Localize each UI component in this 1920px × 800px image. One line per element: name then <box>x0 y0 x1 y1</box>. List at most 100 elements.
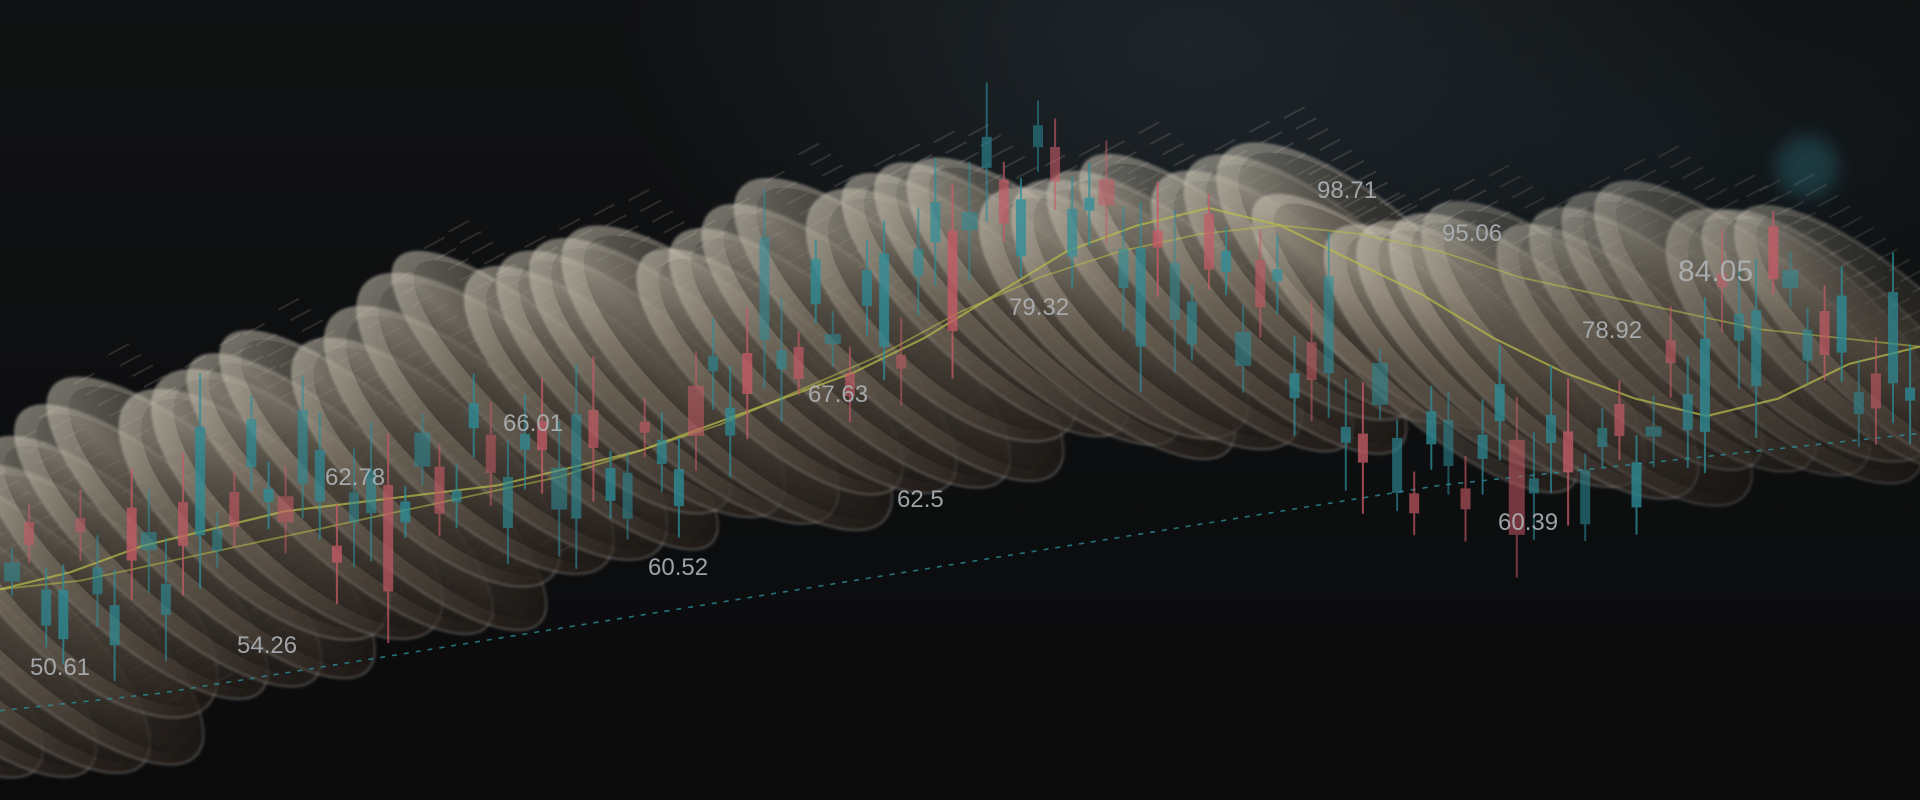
candlestick-mark <box>1426 385 1437 470</box>
candlestick-mark <box>468 373 479 458</box>
coin-ridge <box>1137 121 1160 135</box>
candlestick-body <box>742 353 753 395</box>
candlestick-body <box>1118 249 1129 289</box>
candlestick-mark <box>673 437 684 538</box>
candlestick-mark <box>998 161 1009 242</box>
candlestick-body <box>1614 404 1625 437</box>
coin-ridge <box>1283 106 1306 120</box>
candlestick-body <box>1235 331 1252 366</box>
candlestick-mark <box>639 397 650 458</box>
candlestick-mark <box>229 471 240 548</box>
candlestick-body <box>930 201 941 242</box>
candlestick-mark <box>212 512 223 569</box>
candlestick-body <box>434 466 445 514</box>
coin-ridge <box>1805 183 1827 197</box>
candlestick-mark <box>930 157 941 286</box>
coin-ridge <box>1015 166 1038 180</box>
coin-ridge <box>423 236 446 250</box>
price-label: 60.39 <box>1498 509 1558 536</box>
coin-ridge <box>945 141 967 154</box>
candlestick-mark <box>1443 390 1454 495</box>
candlestick-body <box>349 492 359 523</box>
candlestick-body <box>1186 301 1197 345</box>
candlestick-mark <box>160 537 171 662</box>
candlestick-body <box>178 501 188 546</box>
candlestick-mark <box>1289 335 1300 436</box>
coin-ridge <box>1681 166 1704 180</box>
price-label: 95.06 <box>1442 220 1502 247</box>
candlestick-mark <box>537 377 548 494</box>
candlestick-mark <box>4 547 20 597</box>
candlestick-body <box>688 385 704 436</box>
coin-ridge <box>1864 237 1887 251</box>
candlestick-mark <box>688 350 704 471</box>
coin-ridge <box>1366 181 1389 195</box>
candlestick-body <box>1221 250 1232 272</box>
coin-ridge <box>1876 248 1899 261</box>
coin-ridge <box>1669 155 1692 169</box>
coin-ridge <box>1705 187 1728 201</box>
coin-ridge <box>1342 159 1365 173</box>
candlestick-mark <box>178 451 188 596</box>
coin-ridge <box>967 123 990 137</box>
candlestick-body <box>639 421 650 433</box>
candlestick-body <box>1631 462 1642 508</box>
coin-ridge <box>593 203 616 217</box>
candlestick-mark <box>520 393 530 490</box>
coin-ridge <box>1635 168 1657 182</box>
candlestick-mark <box>1888 252 1898 424</box>
candlestick-mark <box>366 421 377 562</box>
candlestick-mark <box>1204 193 1214 290</box>
coin-ridge <box>1173 153 1196 167</box>
candlestick-body <box>1098 179 1115 206</box>
candlestick-mark <box>1152 181 1163 298</box>
candlestick-body <box>571 414 582 519</box>
candlestick-body <box>1682 394 1693 431</box>
coin-ridge <box>1260 131 1283 144</box>
candlestick-body <box>1508 439 1525 535</box>
coin-ridge <box>1319 173 1342 187</box>
coin-ridge <box>1623 158 1646 172</box>
candlestick-body <box>1306 342 1317 381</box>
candlestick-body <box>1782 270 1799 289</box>
candlestick-body <box>1409 493 1420 514</box>
coin-ridge <box>798 142 820 156</box>
candlestick-body <box>246 419 257 468</box>
coin-ridge <box>821 164 844 177</box>
candlestick-body <box>1853 392 1864 415</box>
candlestick-mark <box>1563 377 1574 526</box>
candlestick-mark <box>1905 344 1916 445</box>
candlestick-mark <box>140 489 157 594</box>
candlestick-body <box>776 350 787 370</box>
candlestick-mark <box>126 468 137 601</box>
candlestick-body <box>1597 428 1608 448</box>
coin-ridge <box>471 241 494 255</box>
candlestick-body <box>1734 313 1745 341</box>
coin-ridge <box>1248 120 1271 134</box>
candlestick-mark <box>708 317 719 410</box>
candlestick-mark <box>844 346 855 423</box>
coin-ridge <box>809 153 832 167</box>
candlestick-mark <box>1098 140 1115 245</box>
candlestick-mark <box>759 188 770 389</box>
candlestick-mark <box>1050 118 1061 211</box>
candlestick-mark <box>1272 235 1283 316</box>
candlestick-mark <box>879 220 890 381</box>
coin-ridge <box>991 145 1014 158</box>
candlestick-mark <box>1033 100 1043 173</box>
candlestick-body <box>844 373 855 397</box>
candlestick-body <box>1289 373 1300 399</box>
candlestick-mark <box>75 489 86 562</box>
bokeh-light-3 <box>1776 136 1838 198</box>
candlestick-body <box>879 253 890 347</box>
candlestick-body <box>1357 433 1368 463</box>
candlestick-body <box>759 237 770 340</box>
coin-ridge <box>1390 202 1413 216</box>
coin-ridge <box>874 153 896 167</box>
candlestick-body <box>1870 373 1881 409</box>
candlestick-body <box>824 334 841 345</box>
price-label: 60.52 <box>648 554 708 581</box>
candlestick-mark <box>981 82 992 223</box>
coin-ridge <box>1331 184 1354 198</box>
